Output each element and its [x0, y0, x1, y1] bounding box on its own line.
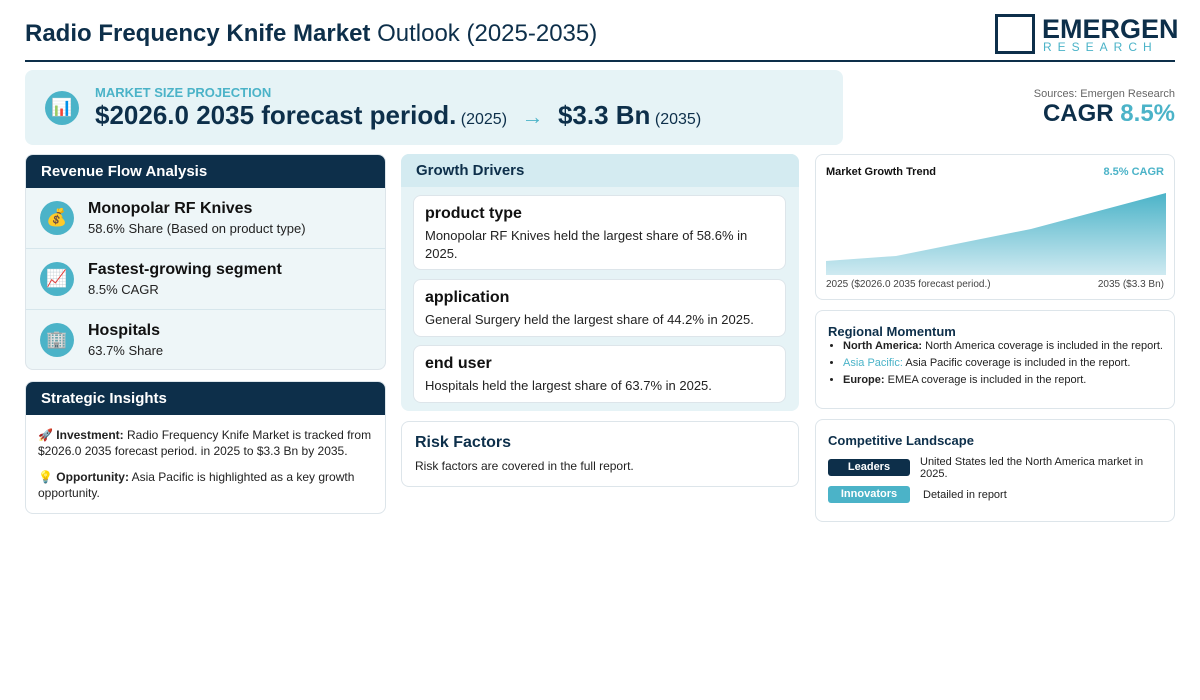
insight-text: Radio Frequency Knife Market is tracked … — [38, 428, 372, 458]
cagr-value: 8.5% — [1120, 100, 1175, 127]
driver-title: end user — [425, 355, 492, 372]
region-text: Asia Pacific coverage is included in the… — [905, 357, 1131, 369]
risk-text: Risk factors are covered in the full rep… — [415, 459, 634, 473]
region-item: North America: North America coverage is… — [843, 340, 1174, 352]
panel-title: Competitive Landscape — [828, 433, 974, 448]
logo-main: EMERGEN — [1042, 14, 1179, 44]
insight-label: Opportunity: — [56, 470, 129, 484]
item-title: Monopolar RF Knives — [88, 200, 253, 217]
insight-label: Investment: — [56, 428, 124, 442]
icon: 📈 — [40, 262, 74, 296]
panel-title: Revenue Flow Analysis — [26, 155, 385, 188]
arrow: → — [521, 104, 544, 129]
region-item: Asia Pacific: Asia Pacific coverage is i… — [843, 357, 1174, 369]
driver-text: General Surgery held the largest share o… — [425, 312, 754, 327]
flow-item: 💰 Monopolar RF Knives 58.6% Share (Based o… — [26, 188, 385, 249]
item-text: 58.6% Share (Based on product type) — [88, 221, 306, 236]
strategic-insights: Strategic Insights 🚀 Investment: Radio F… — [25, 381, 386, 514]
sources: Sources: Emergen Research — [1033, 88, 1175, 100]
driver-text: Monopolar RF Knives held the largest sha… — [425, 228, 748, 261]
item-title: Hospitals — [88, 322, 161, 339]
rule — [25, 60, 1175, 62]
trend-title: Market Growth Trend — [826, 166, 937, 178]
trend-badge: 8.5% CAGR — [1103, 166, 1164, 178]
end-year: (2035) — [654, 111, 702, 128]
panel-title: Strategic Insights — [26, 382, 385, 415]
risk-factors: Risk Factors Risk factors are covered in… — [401, 421, 799, 487]
logo-mark — [995, 14, 1035, 54]
title-rest: Outlook (2025-2035) — [377, 20, 598, 47]
projection-label: MARKET SIZE PROJECTION — [95, 85, 272, 100]
tag-text: Detailed in report — [923, 489, 1007, 501]
region-name: North America: — [843, 340, 923, 352]
tag: Innovators — [828, 486, 910, 503]
panel-title: Risk Factors — [415, 434, 512, 451]
tag: Leaders — [828, 459, 910, 476]
region-name: Asia Pacific: — [843, 357, 903, 369]
region-text: EMEA coverage is included in the report. — [887, 374, 1087, 386]
trend: Market Growth Trend 8.5% CAGR 2025 ($202… — [815, 154, 1175, 300]
regional: Regional Momentum North America: North A… — [815, 310, 1175, 409]
trend-end: 2035 ($3.3 Bn) — [1097, 279, 1164, 290]
icon: 🚀 — [38, 428, 53, 442]
flow-item: 🏢 Hospitals 63.7% Share — [26, 310, 385, 369]
cagr-label: CAGR — [1042, 100, 1114, 127]
item-title: Fastest-growing segment — [88, 261, 282, 278]
region-item: Europe: EMEA coverage is included in the… — [843, 374, 1174, 386]
revenue-flow: Revenue Flow Analysis 💰 Monopolar RF Kniv… — [25, 154, 386, 370]
start-year: (2025) — [460, 111, 508, 128]
icon: 🏢 — [40, 323, 74, 357]
driver-card: application General Surgery held the larg… — [413, 279, 786, 337]
driver-card: end user Hospitals held the largest share… — [413, 345, 786, 403]
area — [826, 193, 1166, 275]
tag-text: United States led the North America mark… — [920, 456, 1144, 480]
trend-area — [826, 193, 1166, 275]
panel-title: Growth Drivers — [401, 154, 799, 187]
driver-text: Hospitals held the largest share of 63.7… — [425, 378, 712, 393]
end-value: $3.3 Bn — [557, 100, 651, 130]
competitive: Competitive Landscape Leaders United Sta… — [815, 419, 1175, 522]
icon: 💡 — [38, 470, 53, 484]
flow-item: 📈 Fastest-growing segment 8.5% CAGR — [26, 249, 385, 310]
region-text: North America coverage is included in th… — [925, 340, 1163, 352]
driver-title: product type — [425, 205, 522, 222]
title-bold: Radio Frequency Knife Market — [25, 20, 371, 47]
title: Radio Frequency Knife Market Outlook (20… — [25, 20, 597, 48]
projection-values: $2026.0 2035 forecast period. (2025) → $… — [95, 100, 701, 131]
driver-card: product type Monopolar RF Knives held the… — [413, 195, 786, 270]
icon: 💰 — [40, 201, 74, 235]
start-value: $2026.0 2035 forecast period. — [95, 100, 457, 130]
projection: 📊 MARKET SIZE PROJECTION $2026.0 2035 fo… — [25, 70, 843, 145]
trend-start: 2025 ($2026.0 2035 forecast period.) — [826, 279, 991, 290]
insight: 🚀 Investment: Radio Frequency Knife Mark… — [38, 427, 378, 459]
growth-drivers: Growth Drivers product type Monopolar RF … — [401, 154, 799, 411]
region-name: Europe: — [843, 374, 885, 386]
panel-title: Regional Momentum — [828, 324, 956, 339]
region-list: North America: North America coverage is… — [816, 340, 1174, 391]
logo-sub: RESEARCH — [1043, 40, 1158, 54]
insight: 💡 Opportunity: Asia Pacific is highlight… — [38, 469, 378, 501]
item-text: 63.7% Share — [88, 343, 164, 358]
driver-title: application — [425, 289, 510, 306]
cagr: CAGR 8.5% — [1043, 100, 1175, 128]
item-text: 8.5% CAGR — [88, 282, 159, 297]
projection-icon: 📊 — [45, 91, 79, 125]
insight-text: Asia Pacific is highlighted as a key gro… — [38, 470, 355, 500]
